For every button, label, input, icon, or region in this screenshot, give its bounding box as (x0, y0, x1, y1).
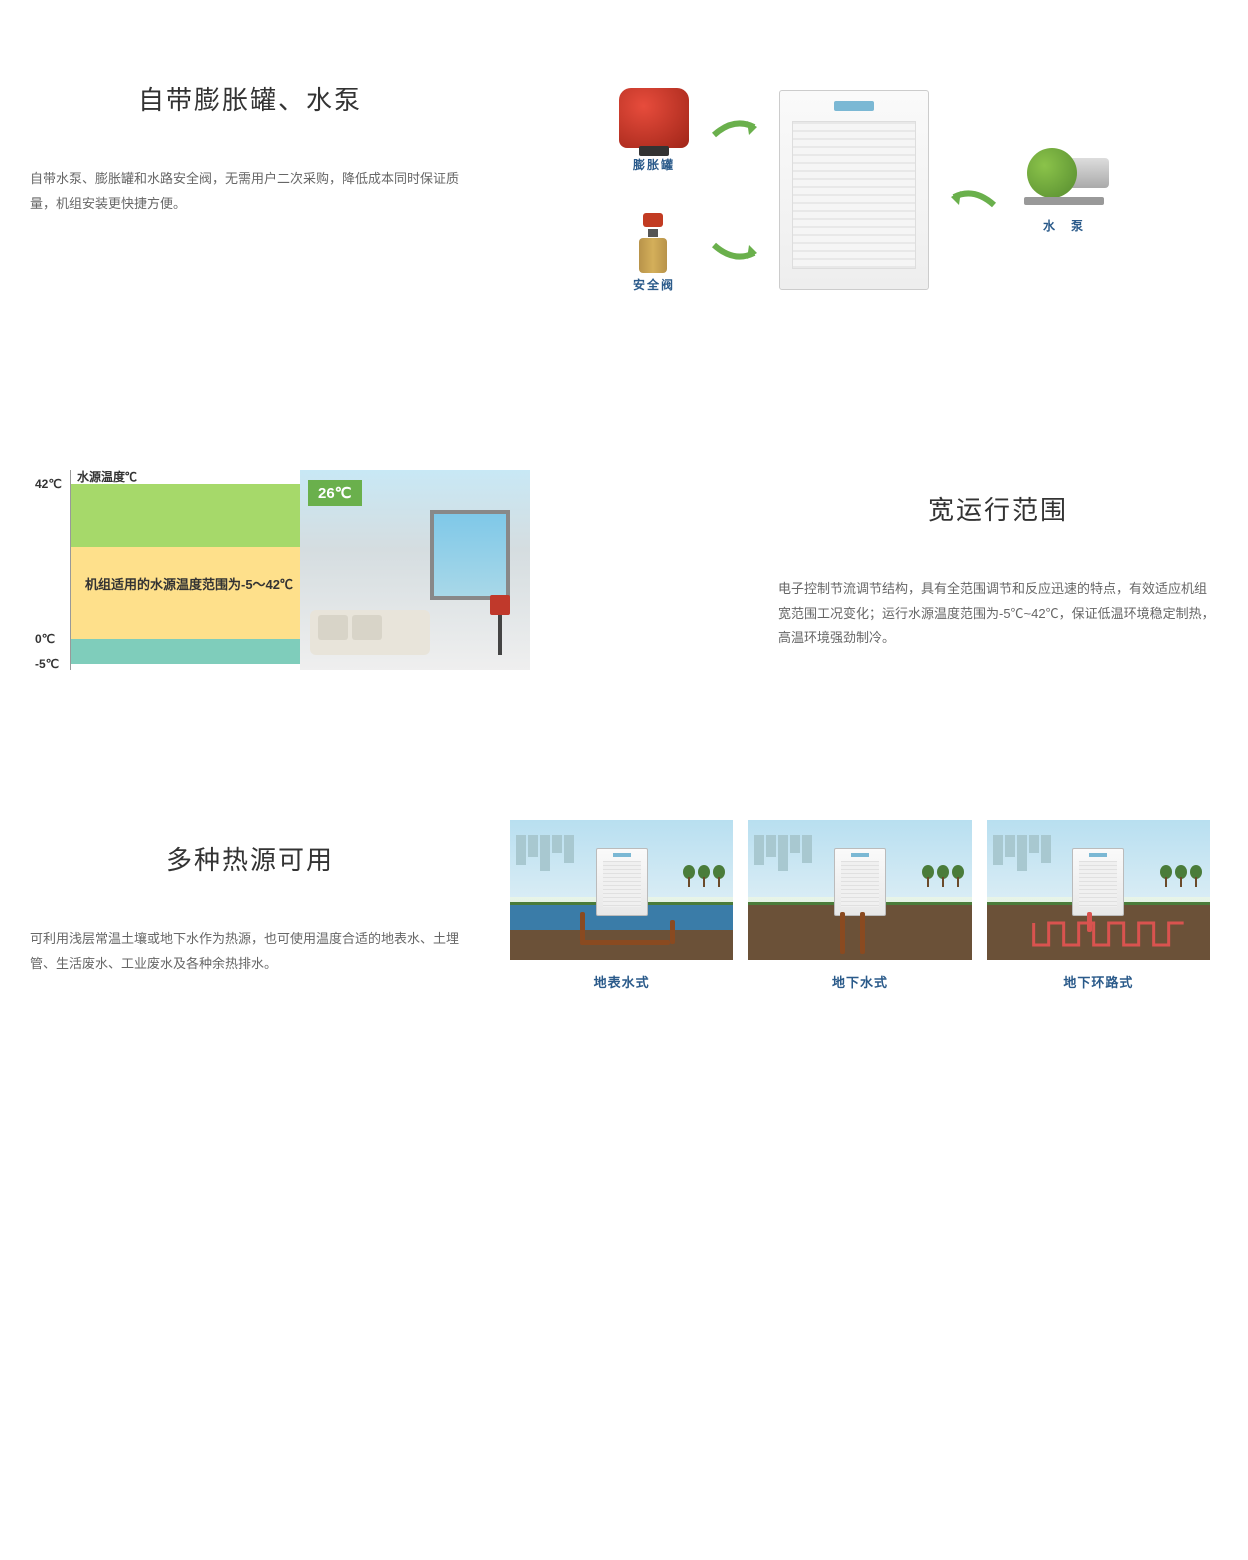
section-heat-sources: 多种热源可用 可利用浅层常温土壤或地下水作为热源，也可使用温度合适的地表水、土埋… (30, 820, 1218, 991)
section3-title: 多种热源可用 (30, 840, 470, 877)
y-tick-label: 42℃ (35, 477, 62, 491)
hvac-unit-icon (834, 848, 886, 916)
arrow-icon (949, 185, 999, 215)
safety-valve-icon (633, 213, 673, 268)
room-temp-badge: 26℃ (308, 480, 362, 506)
heat-source-item: 地下水式 (748, 820, 971, 991)
heat-source-scene (748, 820, 971, 960)
section2-title: 宽运行范围 (778, 490, 1218, 527)
heat-source-label: 地表水式 (510, 972, 733, 991)
heat-source-label: 地下环路式 (987, 972, 1210, 991)
arrow-icon (709, 235, 759, 265)
section1-desc: 自带水泵、膨胀罐和水路安全阀，无需用户二次采购，降低成本同时保证质量，机组安装更… (30, 167, 470, 216)
section3-text: 多种热源可用 可利用浅层常温土壤或地下水作为热源，也可使用温度合适的地表水、土埋… (30, 820, 470, 991)
temperature-range-chart: 水源温度℃ 42℃0℃-5℃机组适用的水源温度范围为-5～42℃ 26℃ (70, 470, 530, 670)
hvac-unit-icon (1072, 848, 1124, 916)
safety-valve-group: 安全阀 (633, 213, 675, 293)
heat-source-scene (987, 820, 1210, 960)
hvac-unit-icon (596, 848, 648, 916)
y-axis-label: 水源温度℃ (77, 468, 137, 485)
heat-source-item: 地下环路式 (987, 820, 1210, 991)
section2-desc: 电子控制节流调节结构，具有全范围调节和反应迅速的特点，有效适应机组宽范围工况变化… (778, 577, 1218, 651)
pump-label: 水 泵 (1043, 217, 1085, 234)
section1-title: 自带膨胀罐、水泵 (30, 80, 470, 117)
pump-group: 水 泵 (1019, 146, 1109, 234)
expansion-tank-label: 膨胀罐 (619, 156, 689, 173)
temperature-band (71, 484, 300, 547)
expansion-tank-group: 膨胀罐 (619, 88, 689, 173)
temperature-band (71, 639, 300, 664)
room-interior-illustration: 26℃ (300, 470, 530, 670)
y-tick-label: 0℃ (35, 632, 55, 646)
y-tick-label: -5℃ (35, 657, 59, 671)
pump-icon (1019, 146, 1109, 201)
arrow-icon (709, 115, 759, 145)
hvac-unit-icon (779, 90, 929, 290)
expansion-tank-icon (619, 88, 689, 148)
section1-diagram: 膨胀罐 安全阀 (510, 60, 1218, 320)
range-caption: 机组适用的水源温度范围为-5～42℃ (85, 574, 293, 593)
section1-text: 自带膨胀罐、水泵 自带水泵、膨胀罐和水路安全阀，无需用户二次采购，降低成本同时保… (30, 60, 470, 320)
safety-valve-label: 安全阀 (633, 276, 675, 293)
heat-source-label: 地下水式 (748, 972, 971, 991)
section2-diagram: 水源温度℃ 42℃ 0℃ -5℃ 机组适用的水源温度范围为-5～42℃ 26℃ (30, 470, 738, 670)
section3-diagram: 地表水式地下水式地下环路式 (510, 820, 1218, 991)
section3-desc: 可利用浅层常温土壤或地下水作为热源，也可使用温度合适的地表水、土埋管、生活废水、… (30, 927, 470, 976)
heat-source-scene (510, 820, 733, 960)
section-expansion-tank: 自带膨胀罐、水泵 自带水泵、膨胀罐和水路安全阀，无需用户二次采购，降低成本同时保… (30, 60, 1218, 320)
section2-text: 宽运行范围 电子控制节流调节结构，具有全范围调节和反应迅速的特点，有效适应机组宽… (778, 470, 1218, 670)
heat-source-item: 地表水式 (510, 820, 733, 991)
section-operating-range: 宽运行范围 电子控制节流调节结构，具有全范围调节和反应迅速的特点，有效适应机组宽… (30, 470, 1218, 670)
